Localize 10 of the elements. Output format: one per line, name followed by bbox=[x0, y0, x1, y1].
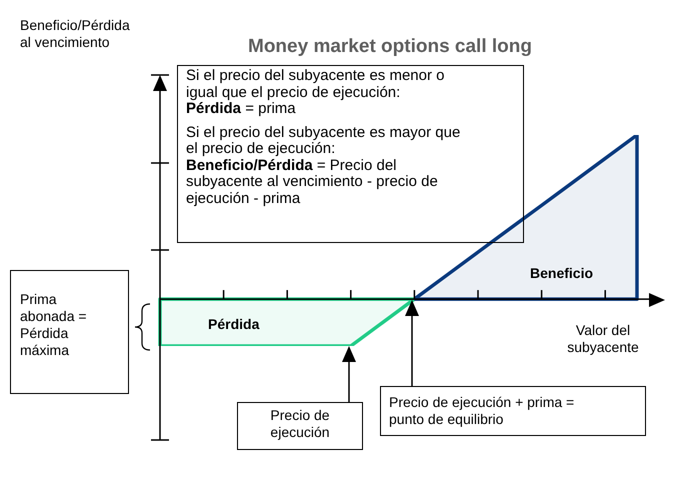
text: Beneficio/Pérdida al vencimiento bbox=[20, 17, 131, 51]
text: Si el precio del subyacente es menor o igual que el precio de ejecución: Pérdida = prima bbox=[186, 67, 446, 118]
text: Precio de ejecución + prima = punto de equilibrio bbox=[380, 386, 646, 436]
annotation: Beneficio bbox=[530, 265, 594, 282]
text: Prima abonada = Pérdida máxima bbox=[10, 270, 129, 394]
annotation: Pérdida bbox=[208, 316, 260, 333]
annotation: Si el precio del subyacente es mayor que el precio de ejecución: Beneficio/Pérdida = Precio del subyacente al vencimiento - precio de ejecución - prima bbox=[186, 124, 462, 207]
chart-title: Money market options call long bbox=[247, 36, 533, 58]
x-axis-title: Valor del subyacente bbox=[566, 322, 640, 356]
text: Precio de ejecución bbox=[237, 402, 363, 450]
